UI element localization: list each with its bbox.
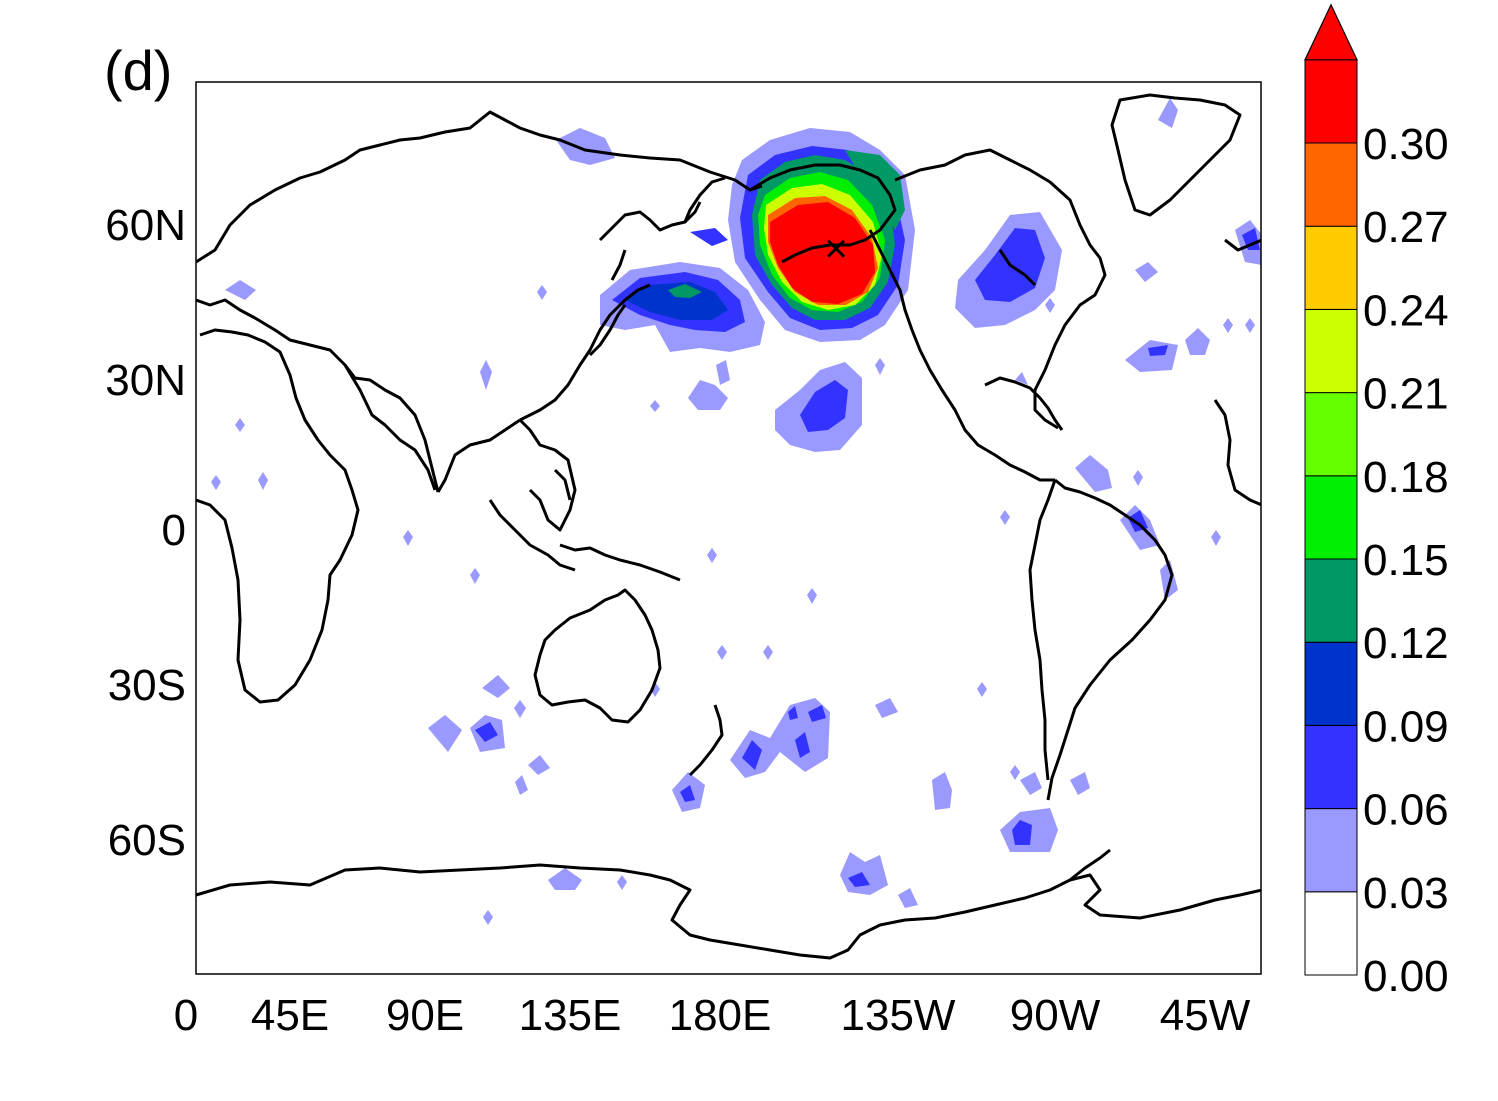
anomaly-europe [225,280,256,300]
anomaly-greenland [1158,98,1178,128]
panel-label: (d) [104,39,173,102]
anomaly-south-atlantic [1020,772,1042,795]
anomaly-south-pacific-3 [795,732,810,758]
colorbar-segment [1304,142,1358,227]
anomaly-south-atlantic-2 [1070,772,1090,795]
colorbar-segment [1304,225,1358,310]
anomaly-nordic-2 [1242,228,1260,250]
colorbar-segment [1304,641,1358,726]
anomaly-npacific-4 [668,284,702,298]
colorbar-segment [1304,558,1358,643]
anomaly-antarctic-3 [848,872,870,887]
colorbar-level-label: 0.24 [1363,286,1449,335]
colorbar-level-label: 0.18 [1363,453,1449,502]
anomaly-antarctic-2 [840,852,888,895]
anomaly-nw-atlantic-2 [1148,345,1168,356]
y-tick-label: 60S [108,816,186,865]
x-tick-label: 0 [174,991,198,1040]
colorbar-segment [1304,475,1358,560]
x-tick-label: 180E [669,991,772,1040]
coastlines [196,93,1261,960]
anomaly-tasman-2 [680,785,695,802]
x-tick-label: 90W [1010,991,1101,1040]
x-tick-label: 45E [251,991,329,1040]
anomaly-south-pacific-5 [788,706,798,720]
anomaly-drake-2 [1012,820,1032,845]
x-tick-label: 90E [386,991,464,1040]
anomaly-alaska-level7 [770,202,875,304]
anomaly-south-pacific-2 [742,740,762,770]
anomaly-npacific-3 [625,282,728,320]
colorbar-segment [1304,808,1358,893]
colorbar-segment [1304,392,1358,477]
colorbar-level-label: 0.12 [1363,619,1449,668]
anomaly-subtropic-pacific-2 [800,380,848,432]
anomaly-south-pacific-6 [875,698,898,718]
colorbar-level-label: 0.00 [1363,952,1449,1001]
target-point-marker: × [824,227,847,271]
y-tick-label: 30S [108,661,186,710]
anomaly-south-indian-5 [528,755,550,775]
colorbar-extend-arrow [1304,3,1358,61]
anomaly-atlantic-1 [1185,328,1210,355]
colorbar-level-label: 0.03 [1363,869,1449,918]
x-axis-ticks: 0 45E 90E 135E 180E 135W 90W 45W [174,991,1251,1040]
contour-shading [211,98,1261,925]
colorbar-level-label: 0.15 [1363,536,1449,585]
anomaly-south-indian-4 [475,722,498,742]
anomaly-south-indian-2 [428,715,462,752]
colorbar-segment [1304,308,1358,394]
anomaly-north-siberia [556,128,615,165]
colorbar-level-label: 0.06 [1363,786,1449,835]
anomaly-antarctic-4 [898,888,918,908]
anomaly-south-pacific-7 [932,772,952,810]
y-tick-label: 0 [162,506,186,555]
x-tick-label: 135E [519,991,622,1040]
anomaly-labrador [1135,262,1158,282]
colorbar: 0.00 0.03 0.06 0.09 0.12 0.15 0.18 0.21 0.24 0.27… [1304,3,1449,1001]
anomaly-nw-atlantic [1125,340,1178,372]
anomaly-antarctic-1 [548,868,582,890]
colorbar-segment [1304,724,1358,810]
colorbar-level-label: 0.09 [1363,702,1449,751]
anomaly-hawaii [688,380,728,410]
x-tick-label: 135W [841,991,956,1040]
anomaly-south-pacific-4 [808,705,826,722]
colorbar-level-label: 0.27 [1363,203,1449,252]
anomaly-caribbean [1075,455,1112,492]
colorbar-segment [1304,891,1358,976]
plot-frame [195,81,1262,975]
anomaly-south-indian [482,675,510,698]
anomaly-south-indian-6 [515,775,528,795]
anomaly-brazil [1160,560,1178,600]
x-tick-label: 45W [1160,991,1251,1040]
y-tick-label: 60N [105,201,186,250]
colorbar-segment [1304,59,1358,144]
anomaly-hawaii-2 [716,360,730,385]
anomaly-atlantic-2 [1015,372,1028,385]
y-tick-label: 30N [105,356,186,405]
colorbar-level-label: 0.21 [1363,370,1449,419]
y-axis-ticks: 60N 30N 0 30S 60S [105,201,186,865]
anomaly-okhotsk [690,228,728,246]
colorbar-level-label: 0.30 [1363,120,1449,169]
